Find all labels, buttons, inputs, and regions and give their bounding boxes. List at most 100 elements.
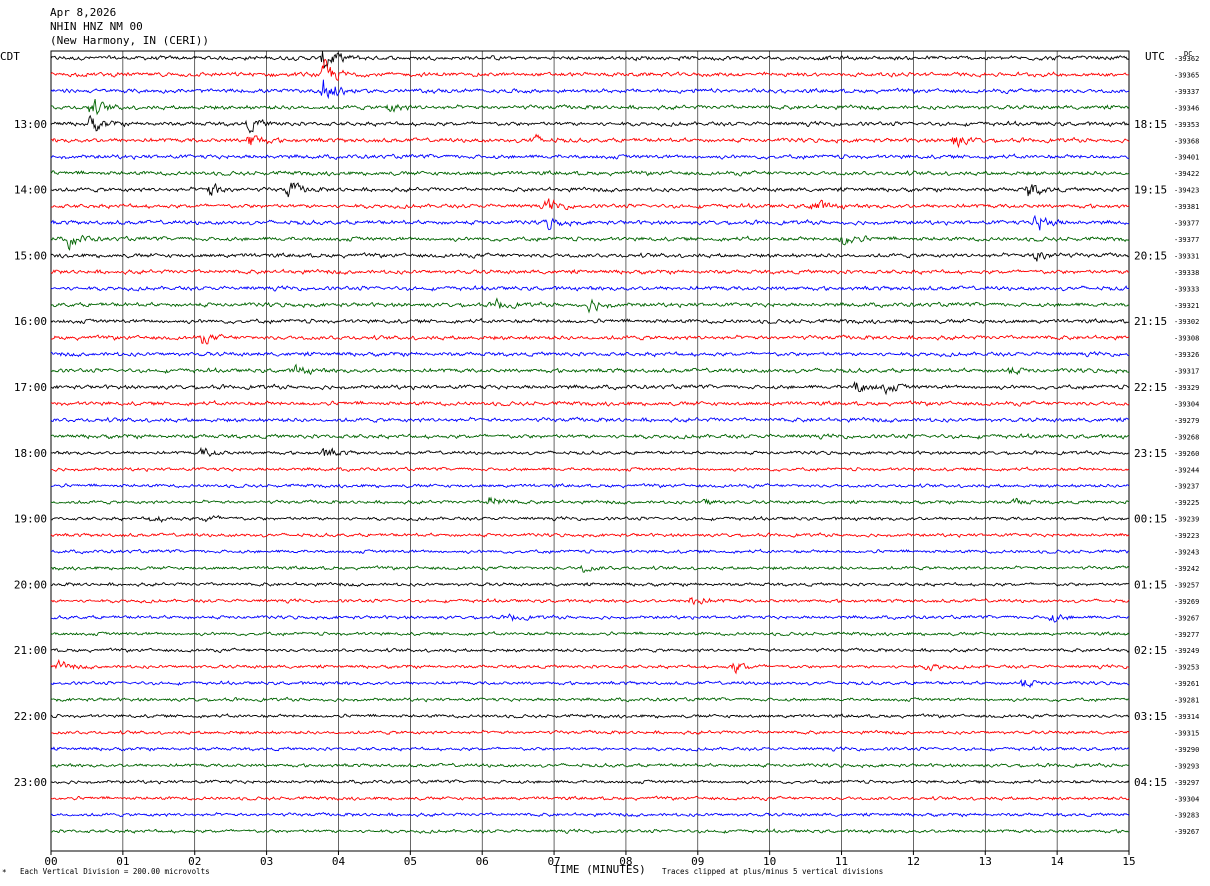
trace-offset-label: -39267 — [1174, 614, 1199, 622]
plot-frame — [50, 50, 1130, 852]
x-axis-title: TIME (MINUTES) — [553, 863, 646, 876]
seismic-trace — [50, 380, 1130, 396]
seismic-trace — [50, 297, 1130, 314]
seismic-trace — [50, 762, 1130, 769]
trace-offset-label: -39239 — [1174, 516, 1199, 524]
seismic-trace — [50, 399, 1130, 407]
trace-offset-label: -39269 — [1174, 598, 1199, 606]
right-hour-label: 21:15 — [1134, 315, 1167, 328]
seismic-trace — [50, 696, 1130, 703]
trace-offset-label: -39260 — [1174, 450, 1199, 458]
trace-offset-label: -39257 — [1174, 581, 1199, 589]
seismic-trace — [50, 214, 1130, 231]
trace-offset-label: -39315 — [1174, 729, 1199, 737]
trace-offset-label: -39223 — [1174, 532, 1199, 540]
seismic-trace — [50, 613, 1130, 623]
trace-offset-label: -39368 — [1174, 137, 1199, 145]
trace-offset-label: -39401 — [1174, 154, 1199, 162]
trace-offset-label: -39422 — [1174, 170, 1199, 178]
right-hour-label: 02:15 — [1134, 644, 1167, 657]
left-hour-label: 15:00 — [14, 249, 47, 262]
seismic-trace — [50, 496, 1130, 506]
right-hour-label: 20:15 — [1134, 249, 1167, 262]
trace-offset-label: -39297 — [1174, 779, 1199, 787]
trace-offset-label: -39314 — [1174, 713, 1199, 721]
x-tick-label: 11 — [835, 855, 848, 868]
seismic-trace — [50, 532, 1130, 538]
header-station: NHIN HNZ NM 00 — [50, 20, 143, 33]
seismic-trace — [51, 182, 1130, 198]
seismic-trace — [50, 153, 1130, 161]
right-zone-label: UTC — [1145, 50, 1165, 63]
trace-offset-label: -39253 — [1174, 664, 1199, 672]
seismic-trace — [50, 58, 1130, 81]
seismic-trace — [50, 647, 1130, 653]
trace-offset-label: -39377 — [1174, 236, 1199, 244]
left-hour-label: 18:00 — [14, 447, 47, 460]
seismic-trace — [50, 581, 1129, 588]
seismic-trace — [50, 133, 1130, 149]
x-tick-label: 04 — [332, 855, 346, 868]
seismic-trace — [50, 284, 1130, 292]
trace-offset-label: -39321 — [1174, 302, 1199, 310]
trace-offset-label: -39268 — [1174, 433, 1199, 441]
seismic-trace — [50, 333, 1130, 345]
x-tick-label: 14 — [1051, 855, 1065, 868]
trace-offset-label: -39353 — [1174, 121, 1199, 129]
seismic-trace — [50, 630, 1130, 637]
left-hour-label: 20:00 — [14, 578, 47, 591]
trace-offset-label: -39293 — [1174, 762, 1199, 770]
seismic-trace — [50, 79, 1130, 100]
x-axis-ticks: 00 01 02 03 04 05 06 07 08 09 10 11 12 13 14 15 — [44, 851, 1136, 868]
seismic-trace — [50, 198, 1130, 211]
trace-offset-label: -39237 — [1174, 483, 1199, 491]
x-tick-label: 06 — [476, 855, 489, 868]
trace-offset-label: -39326 — [1174, 351, 1199, 359]
left-hour-label: 19:00 — [14, 513, 47, 526]
right-hour-label: 23:15 — [1134, 447, 1167, 460]
left-hour-label: 13:00 — [14, 118, 47, 131]
left-hour-label: 23:00 — [14, 776, 47, 789]
seismic-trace — [50, 99, 1130, 116]
x-tick-label: 03 — [260, 855, 273, 868]
trace-offset-label: -39333 — [1174, 285, 1199, 293]
trace-offset-label: -39304 — [1174, 795, 1199, 803]
left-hour-label: 16:00 — [14, 315, 47, 328]
trace-offset-label: -39261 — [1174, 680, 1199, 688]
trace-offset-label: -39381 — [1174, 203, 1199, 211]
right-hour-labels: 18:15 19:15 20:15 21:15 22:15 23:15 00:15 01:15… — [1134, 118, 1167, 789]
x-tick-label: 15 — [1122, 855, 1135, 868]
header-location: (New Harmony, IN (CERI)) — [50, 34, 209, 47]
right-hour-label: 22:15 — [1134, 381, 1167, 394]
seismic-trace — [50, 169, 1130, 177]
trace-offset-label: -39277 — [1174, 631, 1199, 639]
seismic-trace — [50, 679, 1130, 689]
trace-offset-label: -39338 — [1174, 269, 1199, 277]
seismic-trace — [50, 363, 1130, 376]
trace-offset-label: -39337 — [1174, 88, 1199, 96]
x-tick-label: 00 — [44, 855, 57, 868]
seismic-trace — [50, 515, 1130, 523]
x-tick-label: 01 — [116, 855, 129, 868]
footer-right-note: Traces clipped at plus/minus 5 vertical … — [662, 867, 883, 876]
seismic-trace — [50, 268, 1130, 276]
seismic-trace — [50, 114, 1130, 134]
trace-offset-label: -39308 — [1174, 335, 1199, 343]
x-tick-label: 13 — [979, 855, 992, 868]
trace-offset-label: -39346 — [1174, 104, 1199, 112]
footer-star: * — [2, 868, 7, 877]
seismic-trace — [50, 596, 1130, 606]
x-tick-label: 05 — [404, 855, 417, 868]
seismic-trace — [50, 729, 1130, 736]
seismic-traces — [50, 51, 1130, 834]
seismic-trace — [50, 483, 1130, 489]
seismic-trace — [50, 658, 1130, 675]
seismic-trace — [50, 416, 1130, 424]
trace-offset-label: -39267 — [1174, 828, 1199, 836]
trace-offset-label: -39329 — [1174, 384, 1199, 392]
trace-offset-labels: -39362 -39365 -39337 -39346 -39353 -39368 -394… — [1174, 55, 1199, 836]
left-hour-label: 14:00 — [14, 184, 47, 197]
trace-offset-label: -39281 — [1174, 697, 1199, 705]
left-hour-label: 17:00 — [14, 381, 47, 394]
